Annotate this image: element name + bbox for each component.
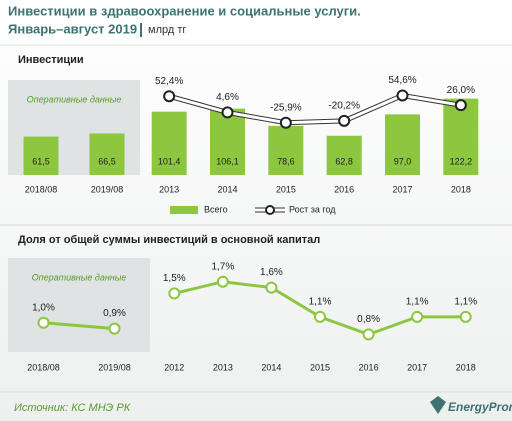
x-tick-label: 2017 (392, 184, 412, 194)
chart-title: Доля от общей суммы инвестиций в основно… (18, 234, 320, 246)
bar (385, 114, 420, 175)
value-label: 78,6 (277, 156, 295, 166)
value-label: 97,0 (394, 156, 412, 166)
title: Инвестиции в здравоохранение и социальны… (8, 3, 361, 18)
point (265, 281, 278, 294)
value-label: 1,1% (454, 296, 477, 307)
point (108, 322, 121, 335)
subtitle: Январь–август 2019 (8, 21, 137, 36)
value-label: 1,1% (309, 296, 332, 307)
x-tick-label: 2018/08 (27, 362, 60, 372)
chart-title: Инвестиции (18, 54, 84, 66)
value-label: 54,6% (388, 75, 416, 86)
x-tick-label: 2014 (217, 184, 237, 194)
point (163, 90, 176, 103)
bar (23, 136, 59, 175)
point (459, 310, 472, 323)
value-label: 1,7% (211, 261, 234, 272)
x-tick-label: 2014 (261, 362, 281, 372)
x-tick-label: 2013 (213, 362, 233, 372)
highlight-label: Оперативные данные (27, 94, 122, 104)
x-tick-label: 2018 (456, 362, 476, 372)
value-label: 1,1% (406, 296, 429, 307)
x-tick-label: 2012 (164, 362, 184, 372)
point (168, 287, 181, 300)
x-tick-label: 2018/08 (25, 184, 58, 194)
value-label: 62,8 (335, 156, 353, 166)
point (279, 116, 292, 129)
x-tick-label: 2013 (159, 184, 179, 194)
value-label: 1,5% (163, 273, 186, 284)
point (338, 114, 351, 127)
x-tick-label: 2018 (451, 184, 471, 194)
x-tick-label: 2015 (310, 362, 330, 372)
value-label: -20,2% (328, 100, 360, 111)
legend-label: Рост за год (289, 204, 336, 214)
bar (268, 125, 304, 175)
value-label: 0,8% (357, 314, 380, 325)
value-label: 122,2 (450, 156, 473, 166)
point (454, 99, 467, 112)
point (314, 310, 326, 323)
point (362, 328, 375, 341)
bar (210, 108, 245, 175)
value-label: 101,4 (158, 156, 181, 166)
value-label: 52,4% (155, 76, 183, 87)
unit: млрд тг (148, 24, 186, 36)
bar (326, 135, 362, 175)
value-label: 61,5 (32, 156, 50, 166)
bar (443, 98, 479, 175)
line (168, 93, 462, 125)
logo: EnergyProm (448, 400, 512, 414)
value-label: 1,0% (32, 302, 55, 313)
point (221, 106, 234, 119)
line (43, 321, 115, 331)
value-label: 106,1 (216, 156, 239, 166)
legend-point (265, 205, 275, 215)
point (37, 316, 50, 329)
source: Источник: КС МНЭ РК (14, 402, 131, 414)
x-tick-label: 2016 (359, 362, 379, 372)
bar (89, 133, 125, 175)
x-tick-label: 2016 (334, 184, 354, 194)
legend-swatch (170, 206, 198, 214)
highlight-area (8, 258, 150, 352)
point (396, 89, 409, 102)
point (411, 310, 424, 323)
legend-label: Всего (204, 204, 228, 214)
value-label: 26,0% (447, 85, 475, 96)
x-tick-label: 2017 (407, 362, 427, 372)
value-label: 0,9% (103, 308, 126, 319)
value-label: 66,5 (98, 156, 116, 166)
bar (151, 111, 187, 175)
point (216, 275, 229, 288)
x-tick-label: 2015 (276, 184, 296, 194)
highlight-label: Оперативные данные (32, 272, 127, 282)
value-label: 4,6% (216, 92, 239, 103)
value-label: -25,9% (270, 102, 302, 113)
value-label: 1,6% (260, 267, 283, 278)
logo-icon (430, 396, 446, 414)
x-tick-label: 2019/08 (91, 184, 124, 194)
x-tick-label: 2019/08 (98, 362, 131, 372)
